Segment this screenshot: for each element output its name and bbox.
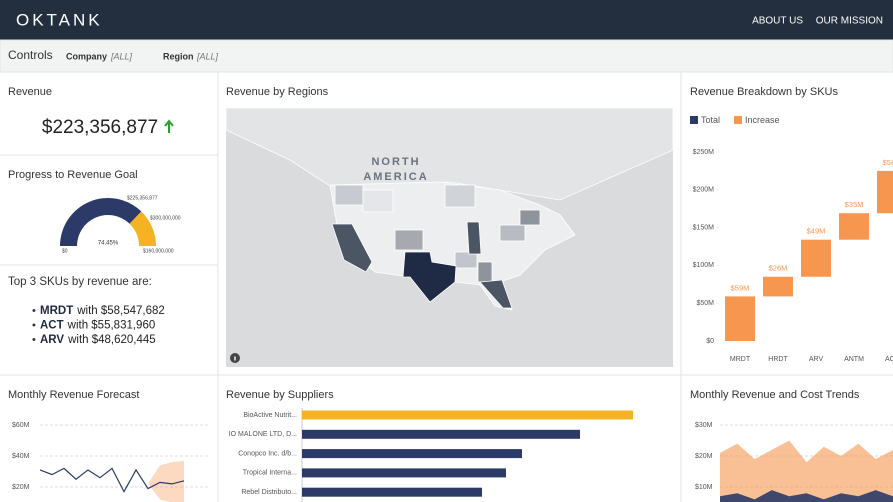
top-bar [0,0,893,40]
panel-title: Revenue by Regions [226,86,329,98]
legend-label: Total [701,115,720,125]
value-label: $56M [883,158,893,167]
y-tick-label: $20M [12,484,30,491]
y-tick-label: $100M [693,262,715,269]
y-tick-label: $20M [695,453,713,460]
category-label: IO MALONE LTD, D... [229,431,297,438]
forecast-line [39,467,185,493]
sku-text: with $55,831,960 [67,320,156,332]
bullet: • [32,334,36,346]
y-tick-label: $60M [12,422,30,429]
y-tick-label: $200M [693,187,715,194]
panel-title: Revenue Breakdown by SKUs [690,86,838,98]
category-label: Tropical Interna... [243,470,297,477]
value-label: $49M [807,227,826,236]
panel-title: Monthly Revenue and Cost Trends [690,389,860,401]
nav-link[interactable]: ABOUT US [752,16,803,27]
controls-title[interactable]: Controls [8,48,53,62]
info-icon-glyph [234,356,236,361]
y-tick-label: $150M [693,224,715,231]
filter-value[interactable]: [ALL] [110,51,133,61]
sku-text: with $48,620,445 [67,334,156,346]
category-label: BioActive Nutrit... [243,412,297,419]
bar [725,296,755,341]
gauge-label: $160,000,000 [143,248,174,254]
value-label: $59M [731,283,750,292]
value-label: $35M [845,200,864,209]
bar [877,170,893,214]
bar [801,239,831,277]
legend-label: Increase [745,115,780,125]
gauge-rest [129,211,156,246]
category-label: Rebel Distributo... [241,489,297,496]
y-tick-label: $10M [695,484,713,491]
panel-title: Revenue by Suppliers [226,389,334,401]
value-label: $26M [769,264,788,273]
up-arrow [164,119,174,133]
y-tick-label: $250M [693,149,715,156]
bar [302,468,506,478]
forecast-band [148,460,184,502]
filter-label[interactable]: Region [163,51,194,61]
panel-title: Monthly Revenue Forecast [8,389,139,401]
map-land [225,107,674,311]
x-tick-label: HRDT [768,356,788,363]
x-tick-label: ANTM [844,356,864,363]
controls-bar [0,39,893,73]
panel-title: Top 3 SKUs by revenue are: [8,276,152,288]
bar [302,449,522,459]
gauge-value [60,198,142,246]
filter-value[interactable]: [ALL] [196,51,219,61]
area [720,490,893,502]
panel-title: Progress to Revenue Goal [8,169,138,181]
y-tick-label: $40M [12,453,30,460]
x-tick-label: MRDT [730,356,751,363]
y-tick-label: $0 [706,338,714,345]
bar [839,213,869,240]
map-label: NORTH [371,156,420,168]
category-label: Conopco Inc. d/b... [238,450,297,457]
panel-borders [0,72,893,502]
bar [302,429,580,439]
y-tick-label: $30M [695,422,713,429]
revenue-value: $223,356,877 [42,117,158,138]
nav-link[interactable]: OUR MISSION [816,16,883,27]
gauge-percent: 74.45% [98,241,119,247]
sku-text: with $58,547,682 [76,305,165,317]
bullet: • [32,305,36,317]
legend-swatch [734,116,742,124]
y-tick-label: $50M [696,300,714,307]
bullet: • [32,319,36,331]
filter-label[interactable]: Company [66,51,107,61]
gauge-label: $0 [62,248,68,254]
bar [302,410,633,420]
legend-swatch [690,116,698,124]
sku-name: MRDT [40,305,73,317]
gauge-label: $225,356,877 [127,195,158,201]
panel-title: Revenue [8,86,52,98]
logo[interactable]: OKTANK [16,10,103,29]
x-tick-label: ACT [885,356,893,363]
gauge-label: $300,000,000 [150,215,181,221]
map-label: AMERICA [363,171,428,183]
bar [763,276,793,297]
sku-name: ARV [40,334,64,346]
area [720,440,893,502]
sku-name: ACT [40,320,64,332]
x-tick-label: ARV [809,356,824,363]
bar [302,487,482,497]
